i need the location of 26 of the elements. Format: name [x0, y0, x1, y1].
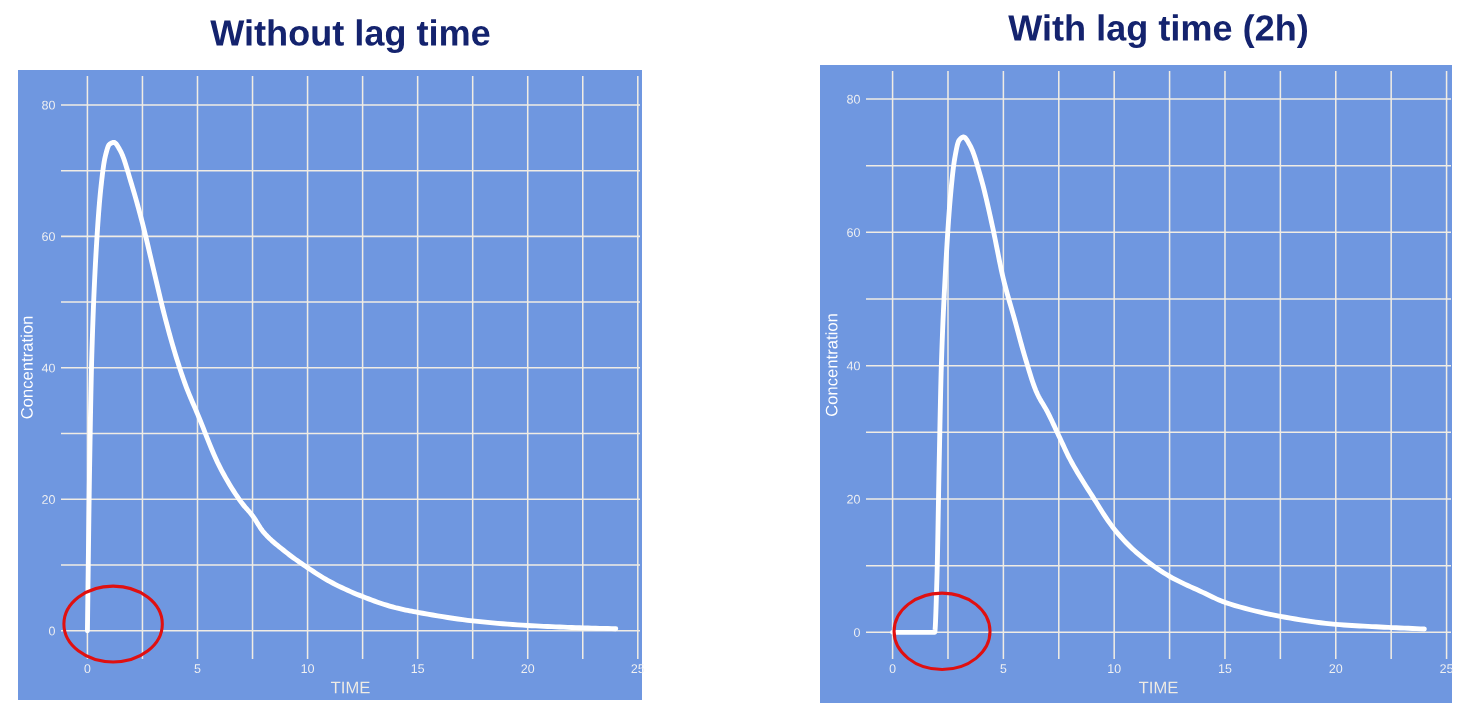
x-tick-label: 20 — [1329, 664, 1343, 674]
y-axis-title: Concentration — [20, 316, 33, 419]
x-tick-label: 15 — [411, 664, 425, 674]
y-tick-label: 20 — [42, 495, 55, 504]
x-tick-label: 0 — [889, 664, 896, 674]
x-tick-label: 20 — [521, 664, 535, 674]
y-axis-title: Concentration — [825, 314, 838, 417]
y-tick-label: 20 — [847, 494, 860, 504]
x-tick-label: 0 — [84, 664, 91, 674]
y-tick-label: 80 — [847, 94, 860, 104]
y-tick-label: 40 — [846, 361, 860, 371]
x-tick-label: 15 — [1218, 664, 1232, 674]
y-tick-label: 80 — [42, 100, 55, 110]
x-axis-title: TIME — [1138, 681, 1178, 694]
chart-title: With lag time (2h) — [1008, 14, 1308, 49]
x-tick-label: 5 — [194, 664, 201, 674]
y-tick-label: 60 — [42, 232, 55, 242]
x-tick-label: 5 — [1000, 664, 1007, 674]
y-tick-label: 0 — [853, 628, 860, 637]
x-tick-label: 10 — [301, 664, 315, 674]
x-tick-label: 10 — [1108, 664, 1121, 674]
y-tick-label: 60 — [847, 228, 860, 237]
chart-title: Without lag time — [210, 19, 490, 54]
y-tick-label: 0 — [48, 626, 55, 636]
y-tick-label: 40 — [41, 363, 55, 373]
x-axis-title: TIME — [330, 681, 370, 694]
